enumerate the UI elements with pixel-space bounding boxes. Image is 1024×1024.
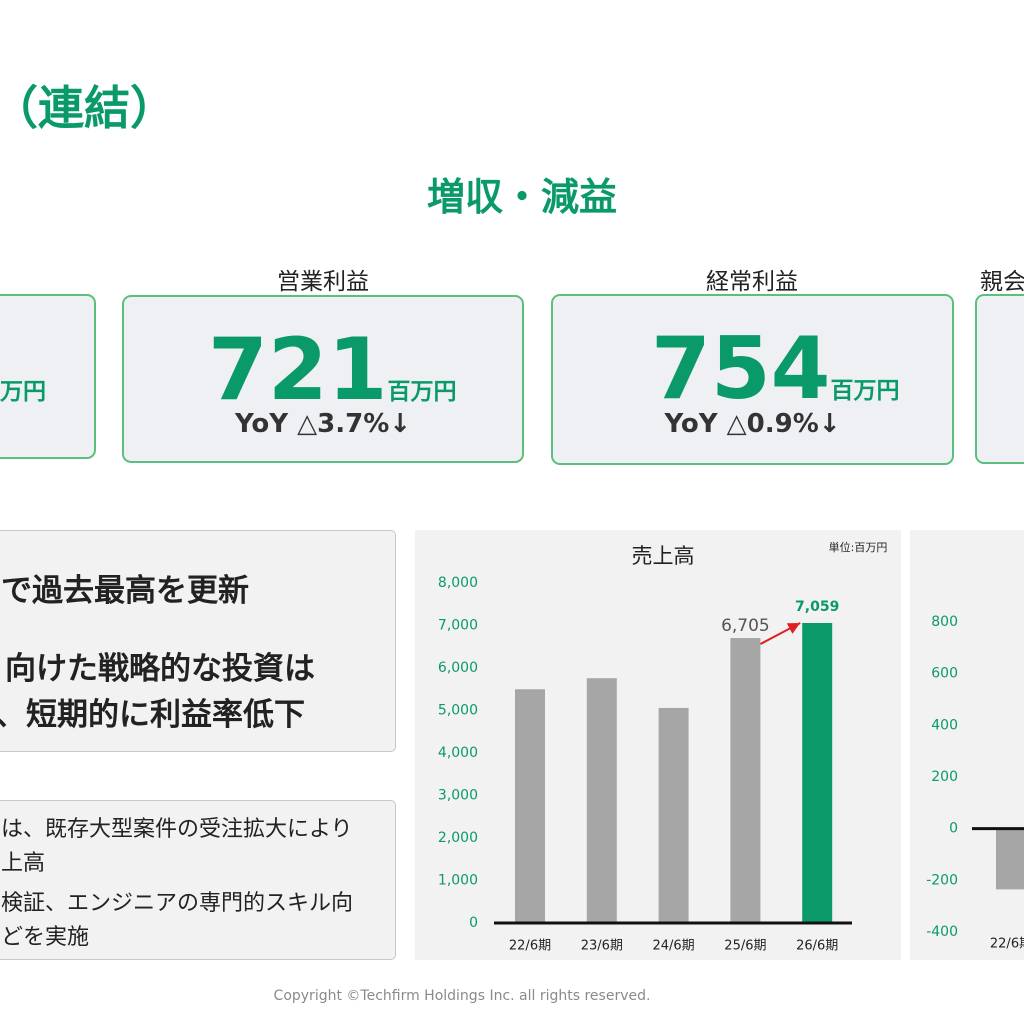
kpi-card — [975, 294, 1024, 464]
kpi-card: 万円 — [0, 294, 96, 459]
x-tick-label: 23/6期 — [581, 939, 623, 954]
kpi-unit: 万円 — [0, 379, 46, 405]
y-tick-label: 800 — [931, 614, 958, 630]
kpi-value-row: 721百万円 — [208, 327, 457, 413]
bar — [658, 707, 689, 923]
y-tick-label: -200 — [926, 872, 958, 888]
y-tick-label: 400 — [931, 717, 958, 733]
kpi-value-row: 754百万円 — [651, 326, 900, 412]
growth-arrow — [759, 622, 801, 645]
y-tick-label: 7,000 — [438, 618, 478, 634]
kpi-unit: 百万円 — [387, 379, 457, 405]
x-tick-label: 22/6期 — [509, 939, 551, 954]
kpi-card: 754百万円 YoY △0.9%↓ — [551, 294, 954, 465]
bar — [515, 689, 545, 923]
kpi-value: 754 — [651, 319, 831, 419]
footer: Copyright ©Techfirm Holdings Inc. all ri… — [273, 988, 651, 1004]
kpi-yoy: YoY △0.9%↓ — [664, 409, 841, 439]
detail-text: 検証、エンジニアの専門的スキル向 — [1, 891, 354, 916]
kpi-card: 721百万円 YoY △3.7%↓ — [122, 295, 524, 463]
value-label: 7,059 — [795, 599, 839, 615]
subtitle: 増収・減益 — [426, 175, 617, 219]
x-tick-label: 25/6期 — [724, 939, 766, 954]
y-tick-label: 200 — [931, 769, 958, 785]
y-tick-label: -400 — [926, 924, 958, 940]
highlight-box: で過去最高を更新 向けた戦略的な投資は 、短期的に利益率低下 — [0, 530, 396, 752]
kpi-label: 経常利益 — [706, 269, 798, 295]
x-tick-label: 26/6期 — [796, 939, 838, 954]
y-tick-label: 3,000 — [438, 788, 478, 804]
y-tick-label: 5,000 — [438, 703, 478, 719]
kpi-label: 親会 — [980, 269, 1024, 295]
y-tick-label: 1,000 — [438, 873, 478, 889]
y-tick-label: 0 — [469, 915, 478, 931]
highlight-text: 、短期的に利益率低下 — [0, 697, 305, 733]
value-label: 6,705 — [721, 616, 770, 636]
bar — [996, 828, 1024, 890]
detail-text: どを実施 — [1, 925, 90, 950]
y-tick-label: 6,000 — [438, 660, 478, 676]
y-tick-label: 2,000 — [438, 830, 478, 846]
x-tick-label: 24/6期 — [652, 939, 694, 954]
y-tick-label: 4,000 — [438, 745, 478, 761]
bar — [802, 622, 833, 923]
y-tick-label: 0 — [949, 821, 958, 837]
highlight-text: 向けた戦略的な投資は — [5, 651, 315, 687]
bar — [586, 678, 617, 923]
detail-box: は、既存大型案件の受注拡大により 上高 検証、エンジニアの専門的スキル向 どを実… — [0, 800, 396, 960]
chart-title: 売上高 — [632, 544, 695, 568]
y-tick-label: 600 — [931, 666, 958, 682]
y-tick-label: 8,000 — [438, 575, 478, 591]
page-title: （連結） — [0, 81, 176, 135]
kpi-label: 営業利益 — [277, 269, 369, 295]
unit-note: 単位:百万円 — [829, 540, 888, 554]
detail-text: 上高 — [1, 851, 46, 876]
kpi-value: 721 — [208, 320, 388, 420]
highlight-text: で過去最高を更新 — [1, 573, 249, 609]
bar — [730, 638, 761, 923]
kpi-yoy: YoY △3.7%↓ — [234, 409, 412, 439]
x-tick-label: 22/6期 — [990, 937, 1024, 952]
kpi-unit: 百万円 — [830, 378, 900, 404]
detail-text: は、既存大型案件の受注拡大により — [1, 817, 353, 842]
